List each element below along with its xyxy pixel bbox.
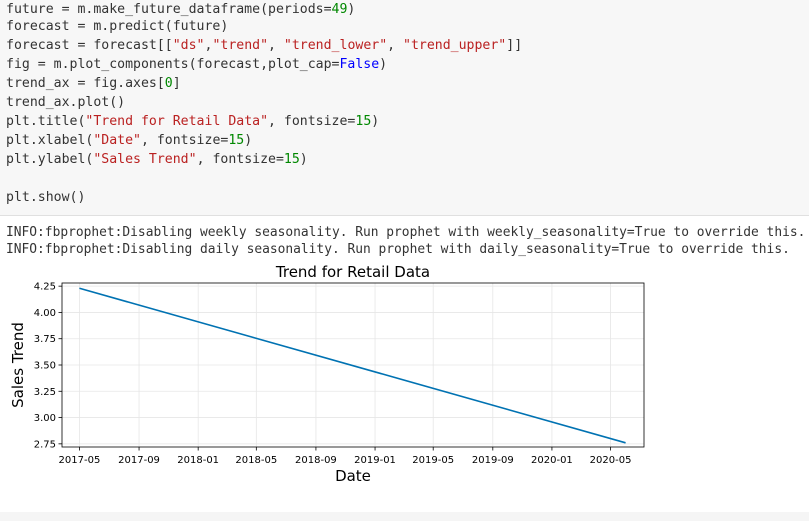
x-axis-label: Date — [335, 467, 371, 485]
log-line: INFO:fbprophet:Disabling daily seasonali… — [6, 242, 790, 257]
y-tick-label: 4.00 — [34, 308, 56, 319]
code-line: forecast = m.predict(future) — [6, 17, 228, 36]
trend-series-line — [79, 287, 626, 444]
code-token: 49 — [331, 2, 348, 17]
code-token: "Sales Trend" — [93, 152, 197, 167]
code-line: fig = m.plot_components(forecast,plot_ca… — [6, 55, 387, 74]
code-line: plt.show() — [6, 188, 85, 207]
code-token: "trend_lower" — [283, 38, 388, 53]
x-tick-label: 2019-01 — [354, 455, 396, 466]
code-token: plt.show() — [6, 190, 86, 205]
y-axis-label: Sales Trend — [9, 322, 27, 408]
code-line: plt.xlabel("Date", fontsize=15) — [6, 131, 252, 150]
code-token: "trend" — [212, 38, 269, 53]
x-tick-label: 2019-09 — [472, 455, 514, 466]
x-tick-label: 2017-09 — [118, 455, 160, 466]
code-token: ] — [172, 76, 181, 91]
code-line: future = m.make_future_dataframe(periods… — [6, 0, 355, 19]
y-tick-label: 3.00 — [34, 413, 56, 424]
x-tick-label: 2018-09 — [295, 455, 337, 466]
code-token: , fontsize= — [196, 152, 284, 167]
code-token: plt.ylabel( — [6, 152, 94, 167]
code-token: 0 — [164, 76, 173, 91]
code-token: "ds" — [172, 38, 205, 53]
code-line: trend_ax.plot() — [6, 93, 125, 112]
code-cell[interactable]: future = m.make_future_dataframe(periods… — [0, 0, 809, 216]
code-token: ) — [299, 152, 308, 167]
code-token: trend_ax.plot() — [6, 95, 126, 110]
code-line: plt.ylabel("Sales Trend", fontsize=15) — [6, 150, 308, 169]
x-tick-label: 2017-05 — [59, 455, 101, 466]
code-token: plt.xlabel( — [6, 133, 94, 148]
x-tick-label: 2018-01 — [177, 455, 219, 466]
x-tick-label: 2020-01 — [531, 455, 573, 466]
x-tick-label: 2020-05 — [590, 455, 632, 466]
trend-chart: 2017-05 2017-09 2018-01 2018-05 2018-09 2019-… — [9, 263, 645, 485]
code-token: False — [339, 57, 380, 72]
code-token: ) — [379, 57, 388, 72]
code-token: 15 — [283, 152, 300, 167]
code-line: forecast = forecast[["ds","trend", "tren… — [6, 36, 522, 55]
code-token: "trend_upper" — [403, 38, 507, 53]
code-token: fig = m.plot_components(forecast,plot_ca… — [6, 57, 340, 72]
chart-grid — [62, 283, 644, 447]
code-token: ) — [244, 133, 253, 148]
x-tick-label: 2019-05 — [412, 455, 454, 466]
code-token: , — [204, 38, 213, 53]
code-token: "Trend for Retail Data" — [85, 114, 269, 129]
y-tick-label: 3.25 — [34, 387, 56, 398]
code-token: trend_ax = fig.axes[ — [6, 76, 165, 91]
code-token: plt.title( — [6, 114, 86, 129]
code-token: ) — [347, 2, 356, 17]
code-token: forecast = m.predict(future) — [6, 19, 229, 34]
y-tick-label: 2.75 — [34, 439, 56, 450]
code-token: , fontsize= — [268, 114, 356, 129]
code-token: future = m.make_future_dataframe(periods… — [6, 2, 332, 17]
code-token: "Date" — [93, 133, 141, 148]
code-line: trend_ax = fig.axes[0] — [6, 74, 181, 93]
axis-ticks: 2017-05 2017-09 2018-01 2018-05 2018-09 2019-… — [34, 282, 632, 466]
next-cell-strip — [0, 512, 809, 521]
x-tick-label: 2018-05 — [235, 455, 277, 466]
code-token: , — [268, 38, 284, 53]
chart-title: Trend for Retail Data — [275, 263, 430, 281]
code-line: plt.title("Trend for Retail Data", fonts… — [6, 112, 379, 131]
code-token: ]] — [506, 38, 523, 53]
y-tick-label: 4.25 — [34, 282, 56, 293]
code-token: ) — [371, 114, 380, 129]
code-token: , — [387, 38, 404, 53]
y-tick-label: 3.75 — [34, 334, 56, 345]
y-tick-label: 3.50 — [34, 361, 56, 372]
code-token: , fontsize= — [140, 133, 229, 148]
code-token: 15 — [355, 114, 372, 129]
code-token: 15 — [228, 133, 245, 148]
code-token: forecast = forecast[[ — [6, 38, 173, 53]
log-line: INFO:fbprophet:Disabling weekly seasonal… — [6, 225, 806, 240]
